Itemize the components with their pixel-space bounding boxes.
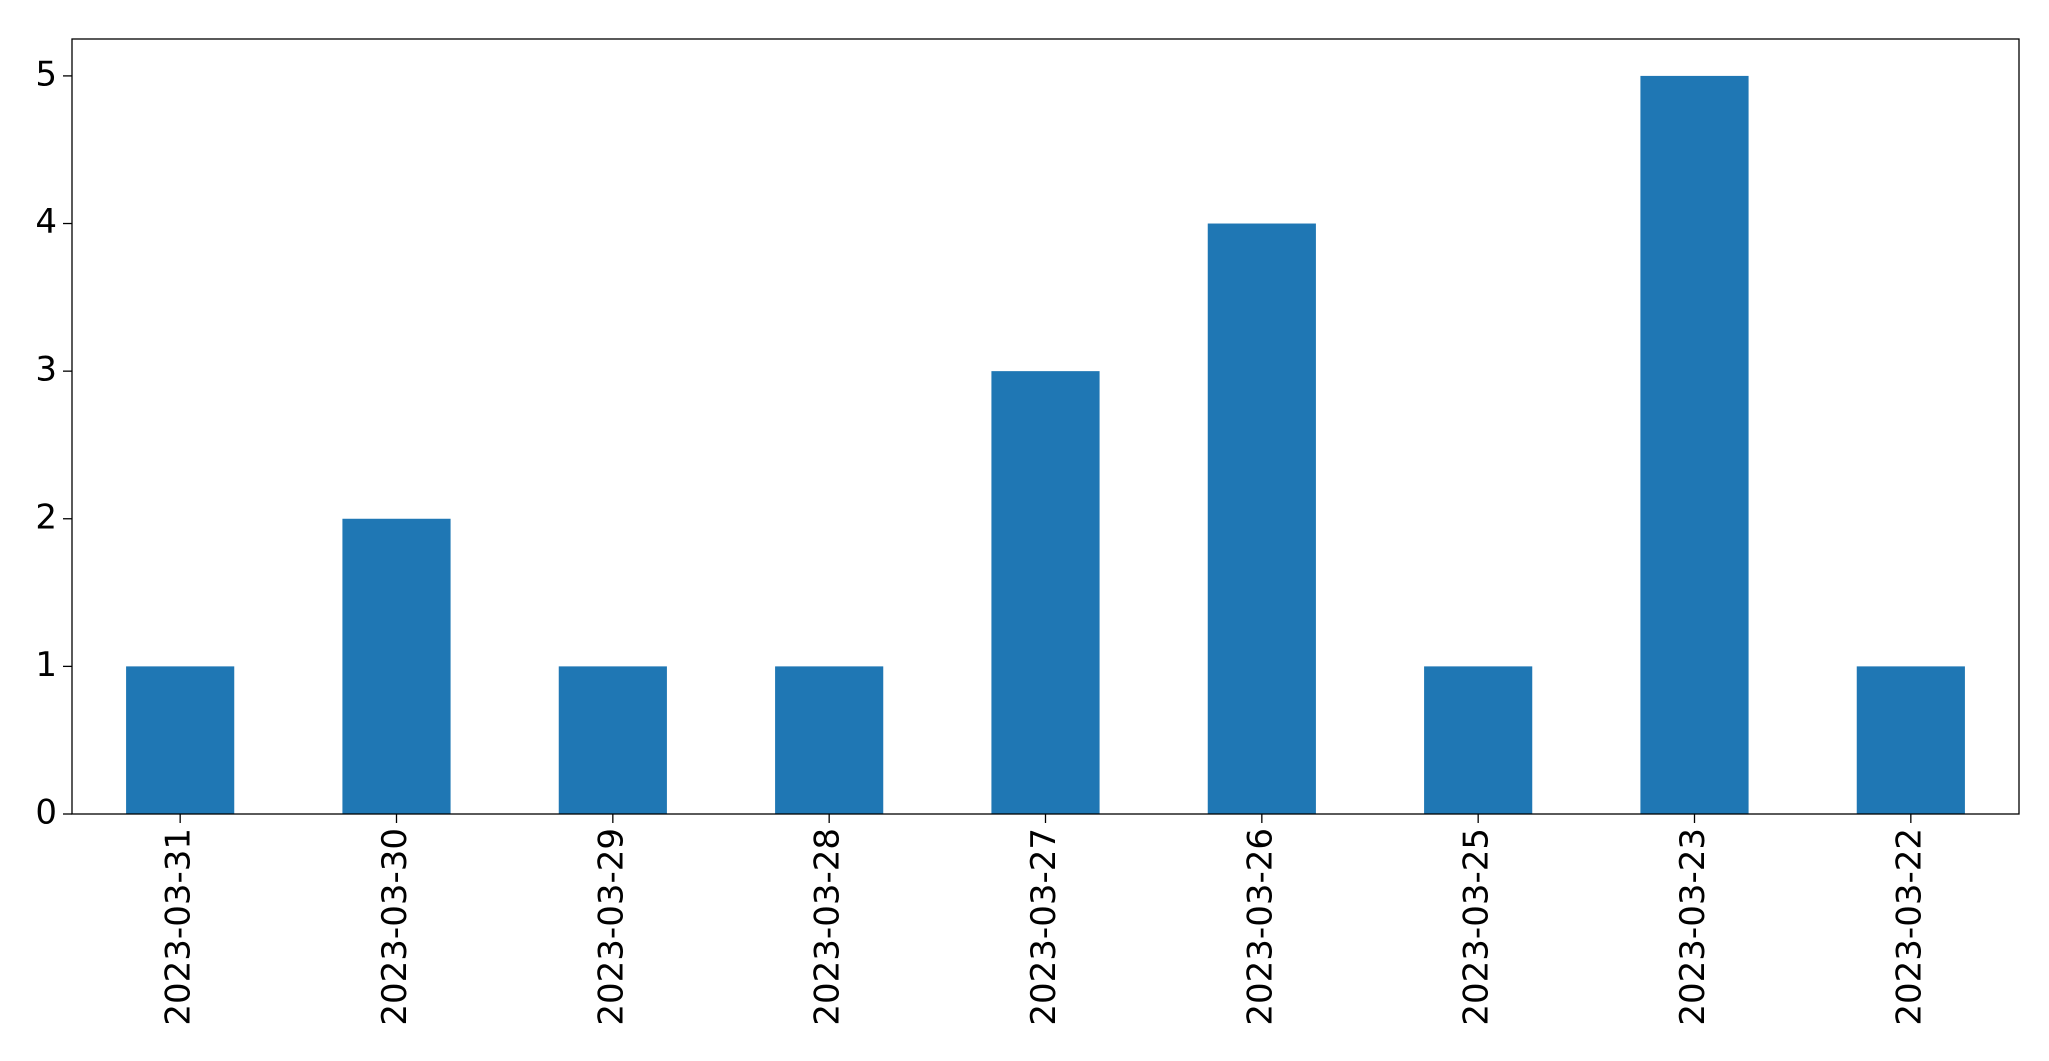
x-tick-label: 2023-03-29 xyxy=(591,828,631,1026)
bar xyxy=(991,371,1100,814)
y-tick-label: 2 xyxy=(35,497,57,537)
y-tick-label: 3 xyxy=(35,350,57,390)
x-tick-label: 2023-03-23 xyxy=(1673,828,1713,1026)
x-tick-label: 2023-03-27 xyxy=(1024,828,1064,1026)
bar xyxy=(1640,75,1749,814)
x-tick-label: 2023-03-28 xyxy=(808,828,848,1026)
x-tick-label: 2023-03-26 xyxy=(1240,828,1280,1026)
bar xyxy=(342,518,451,814)
plot-frame xyxy=(71,38,2020,815)
bar xyxy=(126,666,235,814)
x-tick-label: 2023-03-25 xyxy=(1457,828,1497,1026)
y-tick-label: 1 xyxy=(35,645,57,685)
bar xyxy=(775,666,884,814)
bar xyxy=(1207,223,1316,814)
bar xyxy=(558,666,667,814)
y-tick-label: 5 xyxy=(35,54,57,94)
x-tick-label: 2023-03-22 xyxy=(1889,828,1929,1026)
y-tick-label: 0 xyxy=(35,793,57,833)
x-tick-label: 2023-03-30 xyxy=(375,828,415,1026)
x-tick-label: 2023-03-31 xyxy=(159,828,199,1026)
y-tick-label: 4 xyxy=(35,202,57,242)
bar xyxy=(1856,666,1965,814)
bar xyxy=(1424,666,1533,814)
